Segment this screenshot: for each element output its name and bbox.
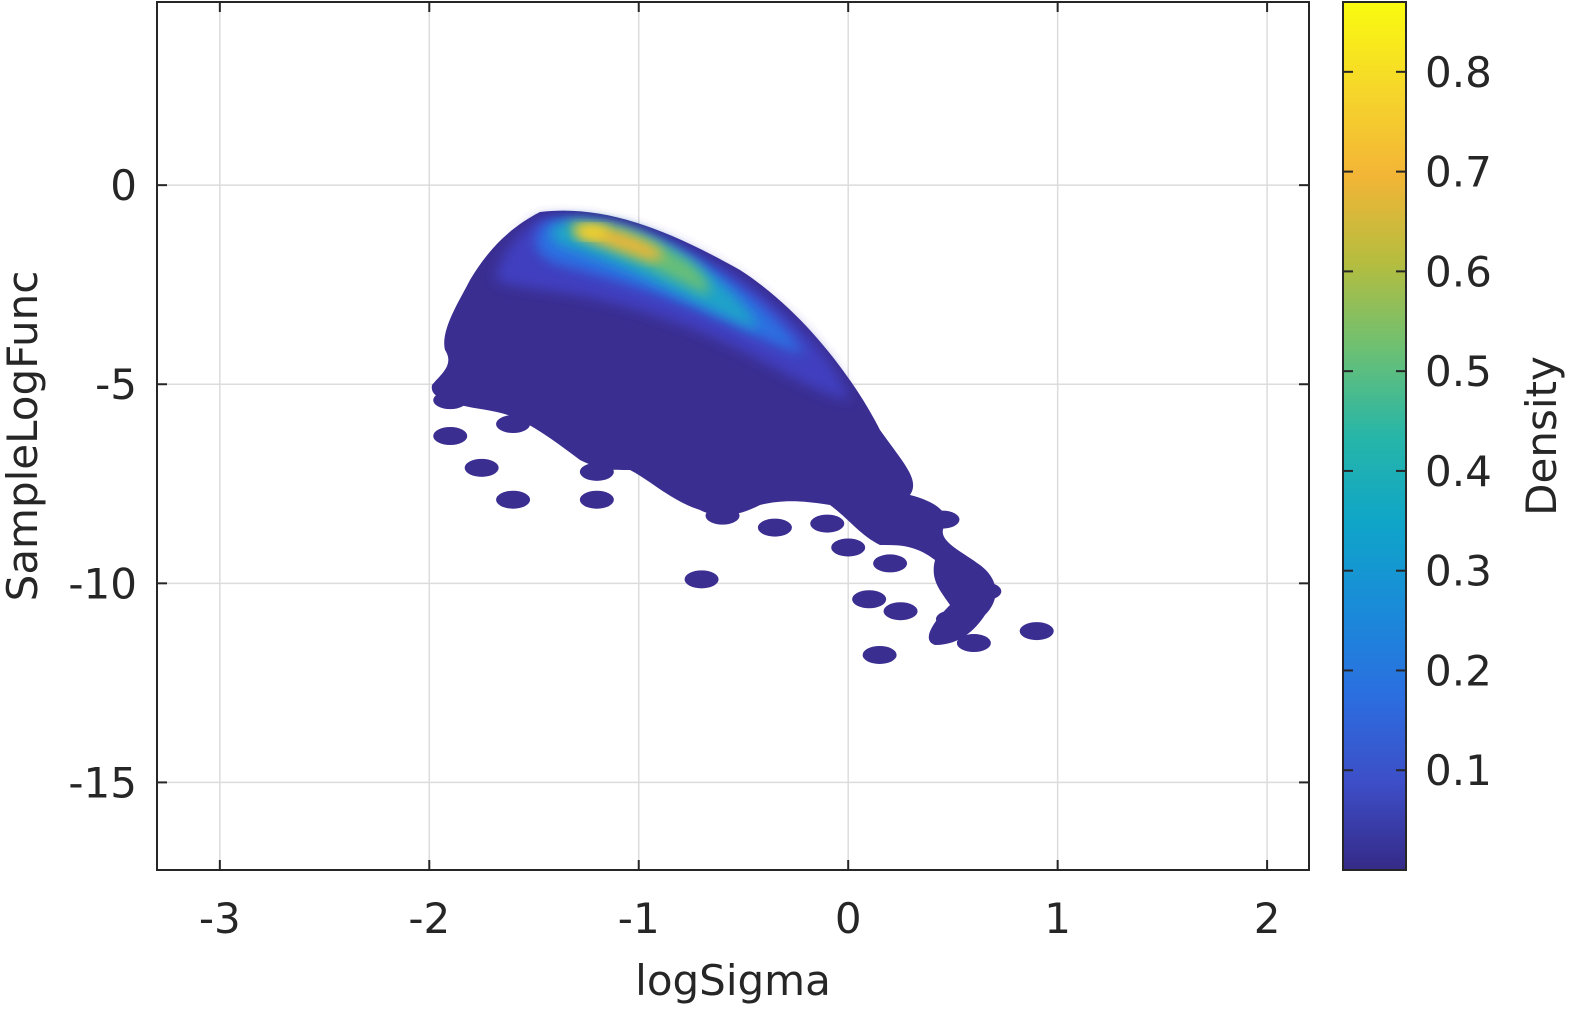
colorbar-tick-label: 0.4	[1425, 447, 1492, 496]
colorbar-tick-label: 0.2	[1425, 646, 1492, 695]
density-point	[873, 554, 908, 573]
tick-marks	[157, 2, 1309, 870]
density-point	[810, 514, 845, 533]
density-point	[946, 562, 981, 581]
colorbar	[1342, 1, 1407, 871]
density-point	[956, 634, 991, 653]
colorbar-label: Density	[1517, 356, 1566, 516]
density-point	[883, 522, 918, 541]
density-region-base	[431, 210, 996, 645]
x-tick-label: 1	[1044, 894, 1071, 943]
density-point	[433, 391, 468, 410]
density-point	[852, 590, 887, 609]
density-point	[705, 506, 740, 525]
colorbar-tick-label: 0.3	[1425, 547, 1492, 596]
y-tick-labels: 0 -5 -10 -15	[68, 161, 137, 807]
y-tick-label: -15	[68, 758, 137, 807]
density-point	[600, 419, 635, 438]
x-tick-label: -3	[199, 894, 241, 943]
density-region-level-3	[551, 221, 760, 330]
density-point	[757, 518, 792, 537]
grid-lines	[157, 2, 1309, 870]
density-peak	[576, 225, 608, 239]
x-tick-label: 0	[835, 894, 862, 943]
density-point	[925, 510, 960, 529]
x-tick-label: -2	[408, 894, 450, 943]
x-tick-labels: -3 -2 -1 0 1 2	[199, 894, 1281, 943]
y-tick-label: 0	[110, 161, 137, 210]
colorbar-tick-label: 0.5	[1425, 347, 1492, 396]
density-point	[496, 490, 531, 509]
density-point	[579, 462, 614, 481]
x-axis-label: logSigma	[635, 956, 831, 1005]
y-axis-label: SampleLogFunc	[0, 271, 47, 602]
colorbar-tick-label: 0.6	[1425, 247, 1492, 296]
density-point	[1019, 622, 1054, 641]
colorbar-tick-label: 0.8	[1425, 48, 1492, 97]
density-point	[862, 645, 897, 664]
y-tick-label: -5	[95, 360, 137, 409]
density-point	[642, 454, 677, 473]
colorbar-tick-label: 0.7	[1425, 148, 1492, 197]
density-point	[967, 582, 1002, 601]
density-point	[579, 490, 614, 509]
density-point	[935, 610, 970, 629]
density-point	[883, 602, 918, 621]
colorbar-ticks: 0.1 0.2 0.3 0.4 0.5 0.6 0.7 0.8	[1343, 48, 1492, 795]
density-blobs	[433, 391, 1054, 664]
density-point	[464, 458, 499, 477]
density-point	[496, 415, 531, 434]
density-point	[831, 538, 866, 557]
plot-frame	[156, 1, 1310, 871]
density-point	[684, 570, 719, 589]
density-point	[433, 427, 468, 445]
y-tick-label: -10	[68, 559, 137, 608]
colorbar-tick-label: 0.1	[1425, 746, 1492, 795]
x-tick-label: 2	[1254, 894, 1281, 943]
x-tick-label: -1	[618, 894, 660, 943]
